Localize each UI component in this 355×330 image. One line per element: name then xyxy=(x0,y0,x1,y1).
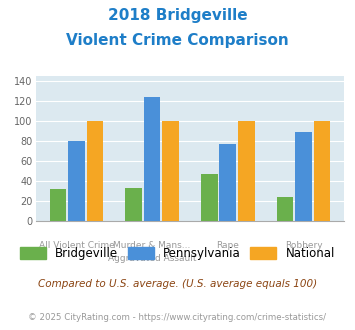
Bar xyxy=(219,144,236,221)
Text: All Violent Crime: All Violent Crime xyxy=(39,241,114,249)
Bar xyxy=(87,121,103,221)
Text: Robbery: Robbery xyxy=(285,241,322,249)
Bar xyxy=(238,121,255,221)
Text: Murder & Mans...: Murder & Mans... xyxy=(113,241,191,249)
Bar xyxy=(314,121,330,221)
Bar xyxy=(50,189,66,221)
Bar xyxy=(277,197,293,221)
Bar xyxy=(201,174,218,221)
Bar xyxy=(125,188,142,221)
Text: 2018 Bridgeville: 2018 Bridgeville xyxy=(108,8,247,23)
Bar xyxy=(295,132,312,221)
Bar xyxy=(68,141,85,221)
Text: Compared to U.S. average. (U.S. average equals 100): Compared to U.S. average. (U.S. average … xyxy=(38,279,317,289)
Text: © 2025 CityRating.com - https://www.cityrating.com/crime-statistics/: © 2025 CityRating.com - https://www.city… xyxy=(28,314,327,322)
Text: Violent Crime Comparison: Violent Crime Comparison xyxy=(66,33,289,48)
Bar xyxy=(162,121,179,221)
Bar xyxy=(144,97,160,221)
Legend: Bridgeville, Pennsylvania, National: Bridgeville, Pennsylvania, National xyxy=(15,242,340,265)
Text: Aggravated Assault: Aggravated Assault xyxy=(108,254,196,263)
Text: Rape: Rape xyxy=(216,241,239,249)
